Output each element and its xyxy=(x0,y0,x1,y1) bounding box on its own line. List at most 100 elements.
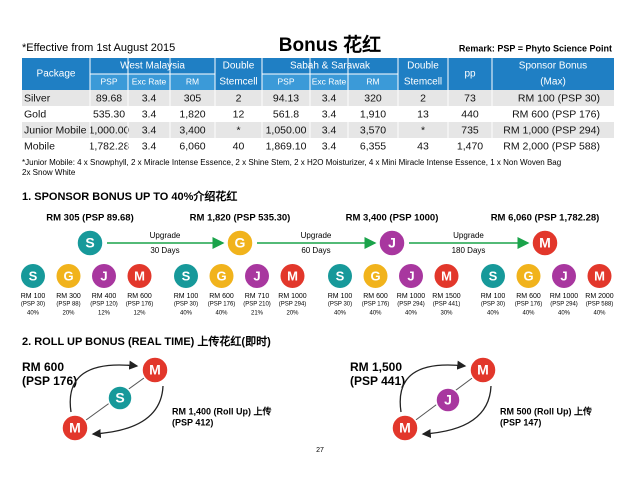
bonus-circle xyxy=(92,264,116,288)
section-heading: 1. SPONSOR BONUS UP TO 40%介绍花红 xyxy=(22,189,237,203)
bonus-pct: 40% xyxy=(369,311,382,317)
rollup-circle xyxy=(107,385,133,411)
table-cell: 1,782.28 xyxy=(89,140,130,152)
table-cell: 94.13 xyxy=(273,92,299,104)
bonus-pct: 40% xyxy=(487,311,500,317)
bonus-psp: (PSP 294) xyxy=(279,302,307,308)
bonus-pct: 40% xyxy=(522,311,535,317)
table-cell: 13 xyxy=(417,108,429,120)
bonus-rm: RM 600 xyxy=(363,293,388,300)
bonus-rm: RM 1500 xyxy=(432,293,461,300)
bonus-psp: (PSP 294) xyxy=(550,302,578,308)
bonus-psp: (PSP 30) xyxy=(328,302,352,308)
level-circle xyxy=(226,229,254,257)
bonus-circle xyxy=(56,264,81,288)
bonus-letter: M xyxy=(594,268,605,283)
bonus-rm: RM 400 xyxy=(92,293,117,300)
subheader xyxy=(262,74,398,90)
bonus-psp: (PSP 176) xyxy=(515,302,543,308)
bonus-psp: (PSP 120) xyxy=(90,302,118,308)
bonus-circle xyxy=(363,264,388,288)
rollup-amount: RM 1,500 xyxy=(350,360,402,374)
bonus-circle xyxy=(280,264,305,288)
bonus-psp: (PSP 210) xyxy=(243,302,271,308)
rollup-circle xyxy=(391,414,419,442)
upgrade-days: 180 Days xyxy=(452,246,486,255)
table-cell: 12 xyxy=(233,108,245,120)
bonus-circle xyxy=(245,264,269,288)
rollup-amount: (PSP 441) xyxy=(350,374,405,388)
bonus-psp: (PSP 30) xyxy=(21,302,45,308)
bonus-pct: 40% xyxy=(405,311,418,317)
level-label: RM 6,060 (PSP 1,782.28) xyxy=(491,213,600,224)
table-cell: 40 xyxy=(233,140,245,152)
header-cell: Sponsor Bonus xyxy=(519,61,587,72)
table-cell: 561.8 xyxy=(273,108,299,120)
bonus-pct: 20% xyxy=(62,311,75,317)
table-cell: 6,355 xyxy=(360,140,386,152)
header-cell: RM xyxy=(366,76,379,86)
bonus-letter: J xyxy=(407,268,414,283)
level-letter: G xyxy=(235,235,246,251)
table-cell: 43 xyxy=(417,140,429,152)
bonus-letter: G xyxy=(523,268,533,283)
upgrade-text: Upgrade xyxy=(150,231,181,240)
bonus-pct: 12% xyxy=(133,311,146,317)
header-cell: Exc Rate xyxy=(312,76,347,86)
bonus-pct: 12% xyxy=(98,311,111,317)
bonus-rm: RM 100 xyxy=(21,293,46,300)
bonus-pct: 20% xyxy=(286,311,299,317)
table-cell: 3.4 xyxy=(142,140,157,152)
bonus-psp: (PSP 441) xyxy=(433,302,461,308)
bonus-pct: 30% xyxy=(440,311,453,317)
bonus-rm: RM 1000 xyxy=(397,293,426,300)
rollup-letter: M xyxy=(149,362,161,378)
table-cell: 1,869.10 xyxy=(266,140,307,152)
level-circle xyxy=(378,229,406,257)
header-cell: Sabah & Sarawak xyxy=(290,61,371,72)
header-cell: RM xyxy=(186,76,199,86)
table-cell: 305 xyxy=(184,92,202,104)
bonus-rm: RM 100 xyxy=(481,293,506,300)
bonus-pct: 40% xyxy=(27,311,40,317)
table-cell: Mobile xyxy=(24,140,55,152)
bonus-letter: M xyxy=(287,268,298,283)
bonus-pct: 40% xyxy=(215,311,228,317)
bonus-rm: RM 100 xyxy=(328,293,353,300)
rollup-circle xyxy=(435,387,461,413)
bonus-rm: RM 100 xyxy=(174,293,199,300)
table-cell: 89.68 xyxy=(96,92,122,104)
remark: Remark: PSP = Phyto Science Point xyxy=(459,43,612,53)
bonus-circle xyxy=(174,264,198,288)
bonus-pct: 40% xyxy=(593,311,606,317)
bonus-letter: S xyxy=(29,268,38,283)
bonus-circle xyxy=(587,264,612,288)
level-letter: S xyxy=(85,235,94,251)
bonus-letter: J xyxy=(560,268,567,283)
bonus-pct: 21% xyxy=(251,311,264,317)
rollup-circle xyxy=(141,356,169,384)
table-cell: 3.4 xyxy=(322,92,337,104)
upgrade-text: Upgrade xyxy=(301,231,332,240)
level-letter: J xyxy=(388,235,396,251)
bonus-circle xyxy=(481,264,505,288)
bonus-psp: (PSP 30) xyxy=(174,302,198,308)
bonus-letter: S xyxy=(182,268,191,283)
rollup-letter: S xyxy=(115,390,124,406)
bonus-rm: RM 600 xyxy=(516,293,541,300)
rollup-text: (PSP 412) xyxy=(172,417,213,427)
rollup-circle xyxy=(469,356,497,384)
bonus-letter: G xyxy=(216,268,226,283)
effective-date: *Effective from 1st August 2015 xyxy=(22,42,175,54)
bonus-pct: 40% xyxy=(180,311,193,317)
table-cell: 2 xyxy=(420,92,426,104)
header-cell: West Malaysia xyxy=(120,61,185,72)
bonus-circle xyxy=(209,264,234,288)
title: Bonus 花红 xyxy=(279,33,381,56)
bonus-circle xyxy=(552,264,576,288)
table-cell: RM 600 (PSP 176) xyxy=(512,108,600,120)
table-cell: 3.4 xyxy=(322,124,337,136)
bonus-rm: RM 1000 xyxy=(278,293,307,300)
upgrade-text: Upgrade xyxy=(453,231,484,240)
rollup-curve xyxy=(91,385,164,439)
